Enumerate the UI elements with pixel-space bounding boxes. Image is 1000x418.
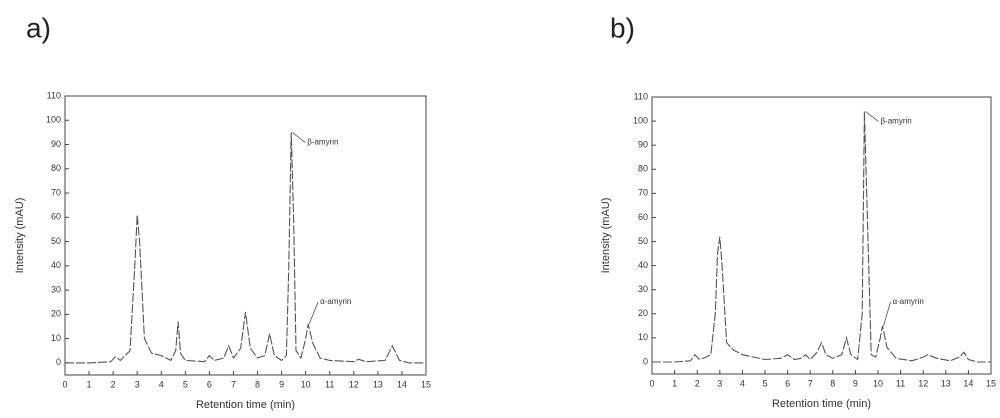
y-axis-label: Intensity (mAU) xyxy=(600,198,612,274)
panel-label: a) xyxy=(26,12,51,43)
y-tick-label: 60 xyxy=(638,212,648,222)
y-tick-label: 90 xyxy=(638,140,648,150)
y-tick-label: 0 xyxy=(56,357,61,367)
y-axis-label: Intensity (mAU) xyxy=(14,198,26,274)
x-tick-label: 2 xyxy=(111,379,116,389)
x-tick-label: 4 xyxy=(740,378,745,388)
x-tick-label: 2 xyxy=(695,378,700,388)
y-tick-label: 20 xyxy=(638,308,648,318)
y-tick-label: 80 xyxy=(638,164,648,174)
y-tick-label: 30 xyxy=(51,284,61,294)
x-tick-label: 13 xyxy=(373,379,383,389)
x-tick-label: 7 xyxy=(231,379,236,389)
x-tick-label: 10 xyxy=(873,378,883,388)
x-tick-label: 12 xyxy=(349,379,359,389)
chromatogram-line xyxy=(65,132,426,364)
plot-frame xyxy=(64,95,427,376)
x-tick-label: 12 xyxy=(918,378,928,388)
y-tick-label: 110 xyxy=(47,90,61,100)
x-tick-label: 1 xyxy=(87,379,92,389)
x-tick-label: 6 xyxy=(785,378,790,388)
x-tick-label: 15 xyxy=(421,379,431,389)
x-tick-label: 8 xyxy=(830,378,835,388)
annotation: α-amyrin xyxy=(320,297,351,306)
x-tick-label: 3 xyxy=(717,378,722,388)
x-tick-label: 6 xyxy=(207,379,212,389)
x-tick-label: 0 xyxy=(649,378,654,388)
y-tick-label: 10 xyxy=(638,332,648,342)
x-tick-label: 10 xyxy=(301,379,311,389)
annotation: β-amyrin xyxy=(880,117,911,126)
y-tick-label: 70 xyxy=(638,188,648,198)
y-tick-label: 80 xyxy=(51,163,61,173)
x-tick-label: 5 xyxy=(183,379,188,389)
y-tick-label: 20 xyxy=(51,309,61,319)
annotation-leader xyxy=(291,132,306,143)
x-tick-label: 14 xyxy=(397,379,407,389)
y-tick-label: 10 xyxy=(51,333,61,343)
annotation: α-amyrin xyxy=(893,297,924,306)
x-tick-label: 4 xyxy=(159,379,164,389)
y-tick-label: 100 xyxy=(46,115,61,125)
y-tick-label: 50 xyxy=(638,236,648,246)
y-tick-label: 0 xyxy=(643,356,648,366)
y-tick-label: 100 xyxy=(633,115,648,125)
x-tick-label: 13 xyxy=(941,378,951,388)
x-tick-label: 5 xyxy=(762,378,767,388)
x-tick-label: 11 xyxy=(325,379,334,389)
x-tick-label: 0 xyxy=(62,379,67,389)
annotation: β-amyrin xyxy=(307,138,338,147)
x-tick-label: 9 xyxy=(279,379,284,389)
x-tick-label: 15 xyxy=(986,378,996,388)
y-tick-label: 70 xyxy=(51,187,61,197)
annotation-leader xyxy=(883,301,891,326)
chromatogram-line xyxy=(652,111,991,363)
x-axis-label: Retention time (min) xyxy=(196,399,295,411)
panel-label: b) xyxy=(610,12,635,43)
y-tick-label: 40 xyxy=(638,260,648,270)
y-tick-label: 60 xyxy=(51,212,61,222)
y-tick-label: 40 xyxy=(51,260,61,270)
x-axis-label: Retention time (min) xyxy=(772,398,871,410)
y-tick-label: 110 xyxy=(634,91,648,101)
y-tick-label: 50 xyxy=(51,236,61,246)
y-tick-label: 90 xyxy=(51,139,61,149)
x-tick-label: 7 xyxy=(808,378,813,388)
annotation-leader xyxy=(865,111,879,122)
x-tick-label: 14 xyxy=(963,378,973,388)
y-tick-label: 30 xyxy=(638,284,648,294)
plot-frame xyxy=(651,96,992,375)
x-tick-label: 3 xyxy=(135,379,140,389)
x-tick-label: 9 xyxy=(853,378,858,388)
x-tick-label: 11 xyxy=(896,378,905,388)
annotation-leader xyxy=(308,301,319,325)
x-tick-label: 1 xyxy=(672,378,677,388)
x-tick-label: 8 xyxy=(255,379,260,389)
